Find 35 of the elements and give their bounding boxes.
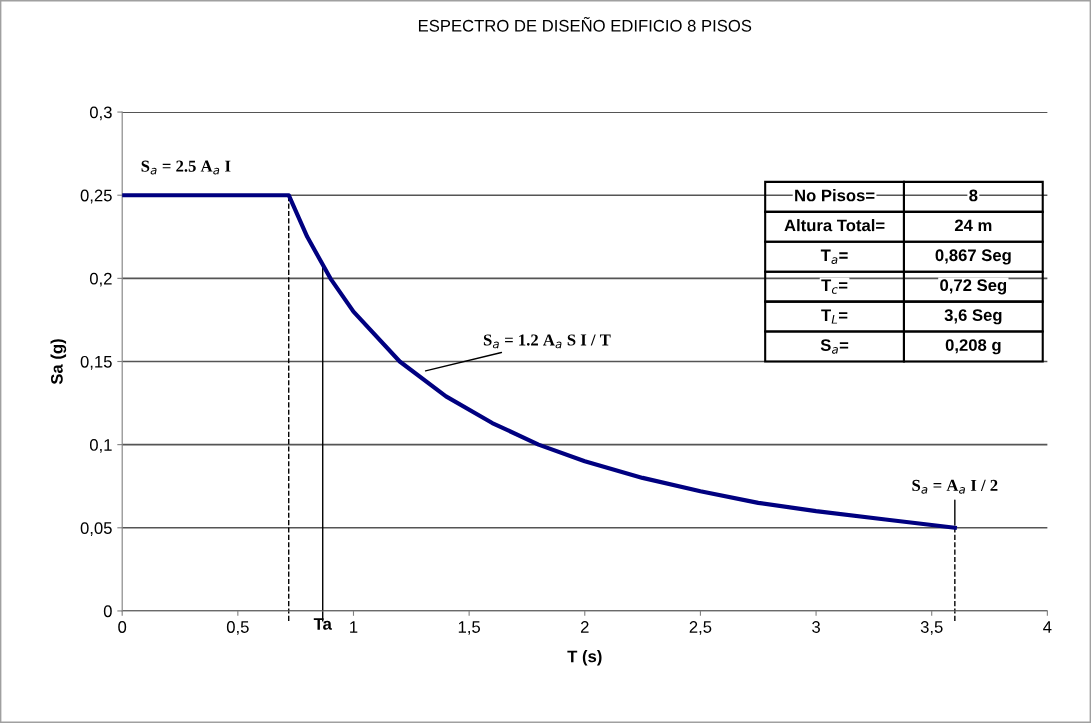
annotation: No Pisos= xyxy=(795,189,875,202)
y-tick-label: 0,1 xyxy=(89,439,112,453)
annotation: Altura Total= xyxy=(784,219,885,232)
annotation: T$_{L}$= xyxy=(821,309,848,324)
y-tick-label: 0 xyxy=(103,605,112,618)
y-tick-label: 0,3 xyxy=(89,106,112,121)
annotation: S$_{a}$ = 1.2 A$_{a}$ S I / T xyxy=(483,334,611,349)
annotation: T$_{a}$= xyxy=(820,249,848,264)
annotation: S$_{a}$ = A$_{a}$ I / 2 xyxy=(912,479,998,494)
x-tick-label: 2 xyxy=(580,621,589,633)
annotation: S$_{a}$= xyxy=(820,339,849,354)
annotation: 24 m xyxy=(954,219,992,232)
x-tick-label: 3,5 xyxy=(920,621,943,635)
x-tick-label: 2,5 xyxy=(689,621,712,635)
y-tick-label: 0,2 xyxy=(89,272,112,287)
x-tick-label: 0 xyxy=(118,621,127,633)
y-tick-label: 0,25 xyxy=(80,189,112,204)
x-tick-label: 0,5 xyxy=(226,621,249,635)
annotation: S$_{a}$ = 2.5 A$_{a}$ I xyxy=(141,160,231,175)
annotation: 0,208 g xyxy=(945,339,1001,355)
chart-title: ESPECTRO DE DISEÑO EDIFICIO 8 PISOS xyxy=(418,16,752,32)
x-tick-label: 4 xyxy=(1043,621,1052,633)
annotation: 0,867 Seg xyxy=(935,249,1011,265)
annotation: 3,6 Seg xyxy=(944,309,1002,325)
annotation: T$_{c}$= xyxy=(821,279,848,294)
annotation: 0,72 Seg xyxy=(940,279,1007,295)
x-tick-label: 3 xyxy=(812,621,820,633)
x-axis-title: T (s) xyxy=(567,650,602,666)
y-tick-label: 0,05 xyxy=(80,522,112,536)
annotation: 8 xyxy=(969,189,978,202)
ref-line-label: Ta xyxy=(313,618,332,630)
y-axis-title: Sa (g) xyxy=(50,339,67,385)
y-tick-label: 0,15 xyxy=(80,355,112,370)
x-tick-label: 1,5 xyxy=(458,621,481,635)
x-tick-label: 1 xyxy=(350,621,358,633)
